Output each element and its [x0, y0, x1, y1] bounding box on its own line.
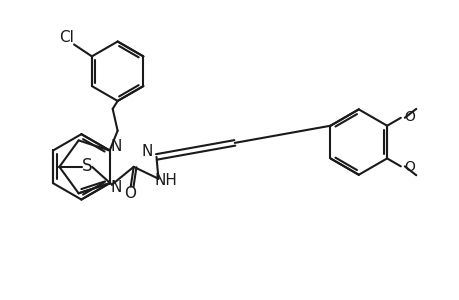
- Text: NH: NH: [155, 173, 178, 188]
- Text: S: S: [82, 157, 92, 175]
- Text: N: N: [141, 145, 153, 160]
- Text: N: N: [111, 180, 122, 195]
- Text: Cl: Cl: [59, 30, 73, 45]
- Text: O: O: [403, 110, 414, 124]
- Text: N: N: [111, 139, 122, 154]
- Text: O: O: [403, 160, 414, 174]
- Text: O: O: [123, 186, 135, 201]
